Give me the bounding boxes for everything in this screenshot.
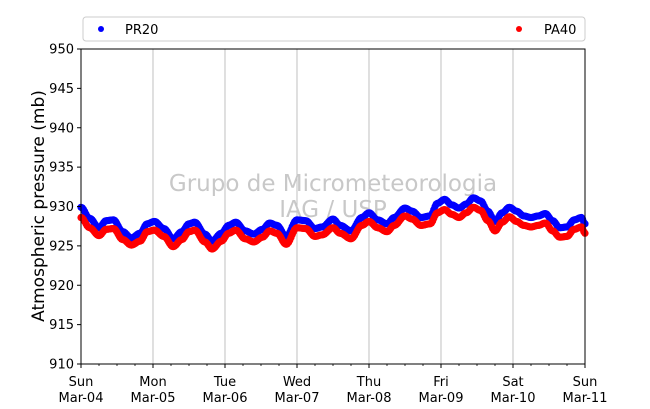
y-axis-title: Atmospheric pressure (mb)	[29, 90, 49, 322]
x-tick-day: Wed	[283, 375, 311, 390]
x-tick-day: Fri	[433, 375, 449, 390]
x-tick-day: Sun	[69, 375, 94, 390]
x-tick-day: Mon	[139, 375, 166, 390]
series-pr20	[77, 194, 589, 245]
legend-label-pa40: PA40	[544, 23, 576, 38]
x-tick-date: Mar-05	[131, 391, 176, 406]
legend: PR20 PA40	[82, 16, 586, 42]
x-tick-date: Mar-06	[203, 391, 248, 406]
y-tick-label: 915	[49, 318, 74, 333]
y-tick-label: 950	[49, 43, 74, 58]
x-tick-date: Mar-08	[347, 391, 392, 406]
x-tick-day: Sat	[502, 375, 523, 390]
watermark-line-1: Grupo de Micrometeorologia	[169, 171, 497, 197]
legend-marker-pa40	[516, 26, 522, 32]
x-tick-date: Mar-09	[419, 391, 464, 406]
x-tick-date: Mar-11	[563, 391, 608, 406]
x-tick-date: Mar-07	[275, 391, 320, 406]
x-axis: SunMar-04MonMar-05TueMar-06WedMar-07ThuM…	[59, 364, 608, 406]
legend-marker-pr20	[98, 26, 104, 32]
y-tick-label: 910	[49, 358, 74, 373]
x-tick-date: Mar-10	[491, 391, 536, 406]
y-tick-label: 920	[49, 279, 74, 294]
x-tick-date: Mar-04	[59, 391, 104, 406]
y-tick-label: 935	[49, 161, 74, 176]
legend-box	[82, 16, 586, 42]
plot-series	[77, 194, 589, 253]
y-tick-label: 940	[49, 121, 74, 136]
y-tick-label: 945	[49, 82, 74, 97]
y-axis: 910 915 920 925 930 935 940 945 950	[49, 43, 81, 373]
x-tick-day: Thu	[356, 375, 381, 390]
series-pa40	[77, 203, 589, 253]
y-tick-label: 930	[49, 200, 74, 215]
legend-label-pr20: PR20	[125, 23, 158, 38]
y-tick-label: 925	[49, 239, 74, 254]
x-tick-day: Tue	[213, 375, 236, 390]
x-tick-day: Sun	[573, 375, 598, 390]
